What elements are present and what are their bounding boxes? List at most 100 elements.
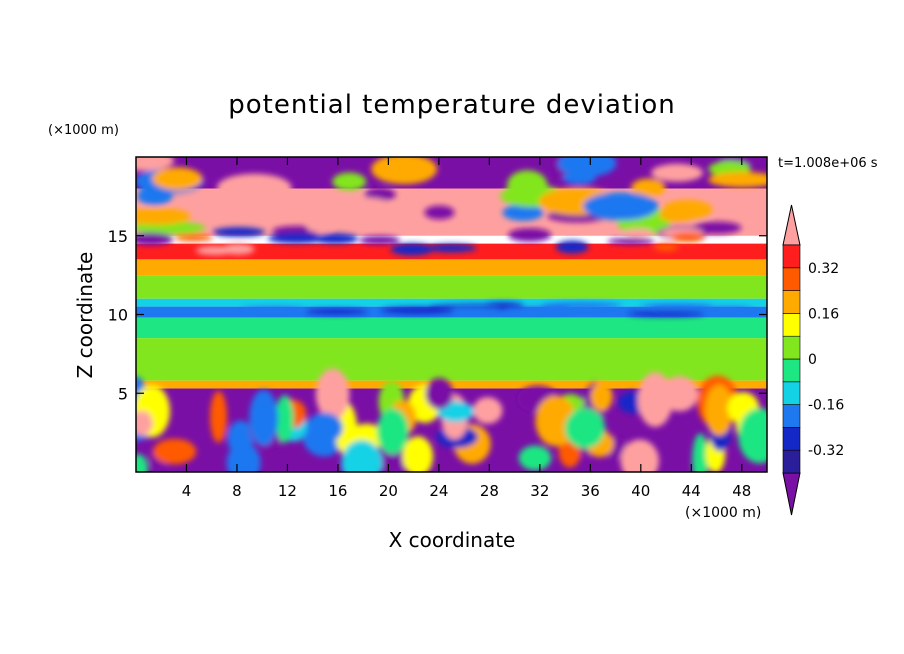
colorbar-label: -0.32 <box>808 443 844 459</box>
contour-blob <box>136 207 191 225</box>
contour-blob <box>267 232 326 244</box>
contour-blob <box>518 445 552 471</box>
contour-blob <box>364 187 396 202</box>
x-tick-label: 4 <box>182 482 192 500</box>
contour-blob <box>670 232 705 242</box>
contour-blob <box>174 234 213 242</box>
contour-blob <box>564 408 606 449</box>
contour-blobs <box>136 157 767 472</box>
contour-blob <box>472 397 503 424</box>
contour-blob <box>312 233 359 244</box>
x-tick-label: 24 <box>429 482 448 500</box>
contour-blob <box>380 306 455 314</box>
y-tick-label: 5 <box>118 384 128 403</box>
contour-blob <box>738 408 767 464</box>
contour-blob <box>152 167 203 191</box>
colorbar-segment <box>782 335 801 360</box>
contour-band <box>136 275 767 299</box>
x-tick-label: 44 <box>682 482 701 500</box>
colorbar-segment <box>782 244 801 269</box>
colorbar-segment <box>782 449 801 474</box>
contour-blob <box>557 157 617 177</box>
contour-blob <box>620 439 660 472</box>
contour-blob <box>623 228 653 237</box>
contour-blob <box>425 378 454 410</box>
contour-blob <box>424 205 455 220</box>
contour-blob <box>502 204 544 221</box>
y-axis: 5 10 15 <box>108 227 767 403</box>
contour-blob <box>607 237 655 245</box>
contour-blob <box>328 197 391 212</box>
contour-band <box>136 380 767 389</box>
chart-title: potential temperature deviation <box>228 90 675 120</box>
x-tick-label: 20 <box>379 482 398 500</box>
contour-blob <box>305 308 368 315</box>
contour-blob <box>341 440 383 472</box>
colorbar-label: 0.16 <box>808 306 839 322</box>
contour-blob <box>332 172 367 191</box>
colorbar-extend-max <box>782 204 801 246</box>
colorbar-label: 0.32 <box>808 261 839 277</box>
colorbar-segment <box>782 313 801 337</box>
contour-blob <box>216 173 292 203</box>
x-tick-label: 36 <box>581 482 600 500</box>
colorbar: -0.32 -0.16 0 0.16 0.32 <box>782 204 844 516</box>
contour-blob <box>627 310 705 317</box>
contour-blob <box>371 157 438 185</box>
contour-blob <box>240 306 307 311</box>
contour-blob <box>508 228 552 242</box>
x-tick-label: 12 <box>278 482 297 500</box>
contour-blob <box>651 304 710 312</box>
colorbar-segment <box>782 267 801 291</box>
colorbar-segment <box>782 427 801 451</box>
contour-blob <box>209 390 228 443</box>
colorbar-segment <box>782 404 801 428</box>
y-axis-label: Z coordinate <box>73 252 97 379</box>
colorbar-label: -0.16 <box>808 398 844 414</box>
contour-band <box>136 317 767 339</box>
contour-blob <box>275 395 294 443</box>
y-tick-label: 10 <box>108 306 128 325</box>
contour-blob <box>390 243 434 256</box>
contour-blob <box>136 410 153 436</box>
x-tick-label: 32 <box>530 482 549 500</box>
contour-blob <box>137 186 173 206</box>
contour-blob <box>692 433 709 472</box>
contour-blob <box>249 389 278 446</box>
contour-blob <box>136 454 148 472</box>
colorbar-segment <box>782 358 801 383</box>
contour-blob <box>306 412 343 444</box>
contour-blob <box>315 368 350 421</box>
contour-blob <box>704 384 734 436</box>
contour-band <box>136 306 767 318</box>
contour-band <box>136 298 767 307</box>
contour-blob <box>541 302 623 309</box>
contour-blob <box>651 163 704 182</box>
contour-blob <box>590 382 613 411</box>
colorbar-extend-min <box>782 472 801 516</box>
time-label: t=1.008e+06 s <box>778 156 878 171</box>
contour-blob <box>376 408 409 455</box>
plot-area <box>136 157 767 472</box>
contour-band <box>136 338 767 381</box>
contour-blob <box>653 243 679 252</box>
contour-blob <box>402 436 434 472</box>
contour-blob <box>482 302 524 309</box>
contour-band <box>136 259 767 276</box>
contour-blob <box>637 372 673 427</box>
x-tick-label: 16 <box>328 482 347 500</box>
x-tick-label: 28 <box>480 482 499 500</box>
colorbar-segment <box>782 381 801 405</box>
contour-blob <box>503 306 570 313</box>
x-axis-label: X coordinate <box>389 528 516 552</box>
y-tick-label: 15 <box>108 227 128 246</box>
x-axis: 4 8 12 16 20 24 28 32 36 40 44 48 <box>182 157 751 500</box>
contour-blob <box>562 171 596 185</box>
contour-blob <box>136 157 175 171</box>
x-tick-label: 48 <box>732 482 751 500</box>
contour-blob <box>152 438 197 465</box>
x-unit-label: (×1000 m) <box>685 505 761 521</box>
contour-blob <box>226 442 261 472</box>
colorbar-label: 0 <box>808 352 817 368</box>
